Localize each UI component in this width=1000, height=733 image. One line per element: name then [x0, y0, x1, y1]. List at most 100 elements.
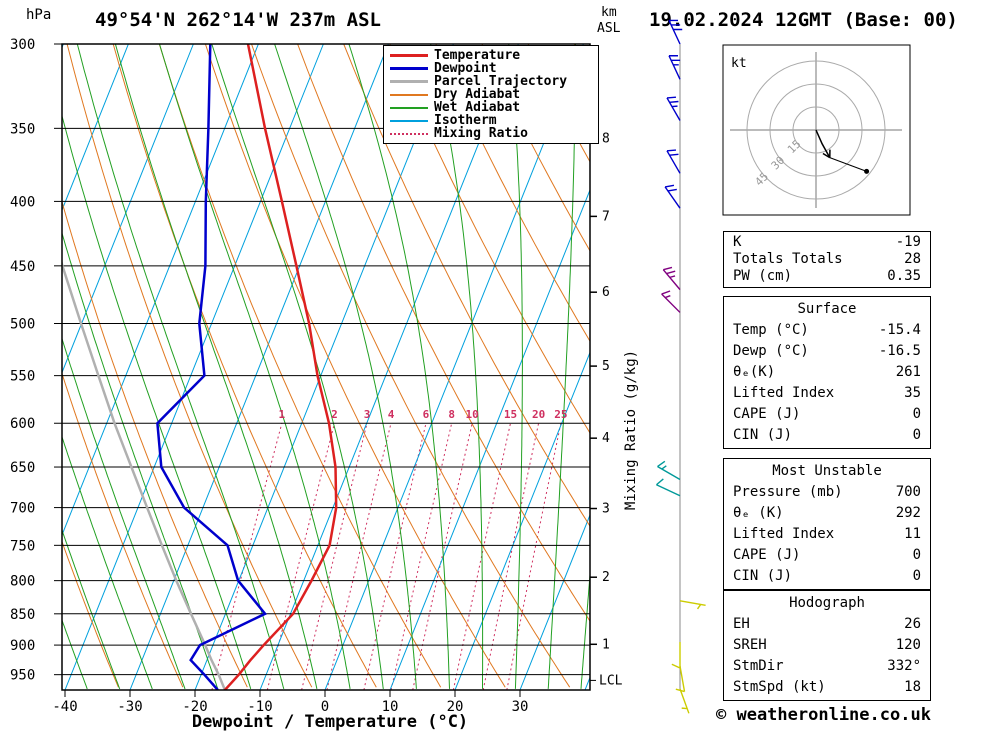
stat-label: SREH: [733, 637, 767, 653]
stat-row: θₑ(K) 261: [724, 362, 930, 383]
legend-item: Parcel Trajectory: [388, 75, 594, 88]
svg-text:2: 2: [602, 570, 610, 585]
km-axis-ticks: 1 2 3 4 5 6 7 8 LCL: [590, 131, 623, 688]
temperature-curve: [223, 44, 338, 690]
svg-text:kt: kt: [731, 56, 747, 71]
wet-adiabat-lines: [62, 44, 590, 690]
svg-text:1: 1: [279, 408, 286, 421]
svg-text:3: 3: [602, 502, 610, 517]
legend-line-sample: [390, 93, 428, 96]
svg-text:0: 0: [321, 699, 329, 715]
svg-text:10: 10: [466, 408, 479, 421]
parcel-trajectory-curve: [62, 259, 227, 690]
svg-text:30: 30: [512, 699, 529, 715]
temp-axis-ticks: -40 -30 -20 -10 0 10 20 30: [52, 690, 528, 715]
legend-line-sample: [390, 80, 428, 83]
stat-value: -16.5: [878, 343, 921, 359]
hodograph-stats-panel: Hodograph EH 26 SREH 120 StmDir 332° StmSpd (kt…: [723, 590, 931, 701]
svg-text:8: 8: [602, 131, 610, 146]
stat-value: 120: [895, 637, 921, 653]
indices-panel: K -19 Totals Totals 28 PW (cm) 0.35: [723, 231, 931, 288]
stat-label: θₑ(K): [733, 364, 776, 380]
copyright-link[interactable]: © weatheronline.co.uk: [716, 705, 931, 725]
stat-value: 11: [904, 526, 921, 542]
stat-label: K: [733, 234, 742, 250]
svg-text:4: 4: [388, 408, 395, 421]
legend-item: Mixing Ratio: [388, 127, 594, 140]
svg-text:450: 450: [10, 259, 35, 275]
stat-label: Totals Totals: [733, 251, 843, 267]
dewpoint-curve: [156, 44, 268, 690]
station-title: 49°54'N 262°14'W 237m ASL: [95, 9, 381, 31]
svg-text:-30: -30: [117, 699, 142, 715]
stat-row: Lifted Index 11: [724, 524, 930, 545]
stat-value: 0: [912, 547, 921, 563]
svg-text:2: 2: [331, 408, 338, 421]
stat-label: EH: [733, 616, 750, 632]
stat-row: Temp (°C) -15.4: [724, 320, 930, 341]
legend-label: Wet Adiabat: [434, 100, 521, 115]
stat-label: CAPE (J): [733, 406, 801, 422]
svg-text:4: 4: [602, 431, 610, 446]
svg-text:650: 650: [10, 460, 35, 476]
stat-value: -15.4: [878, 322, 921, 338]
background-lines: [62, 44, 590, 690]
svg-text:750: 750: [10, 538, 35, 554]
surface-panel: Surface Temp (°C) -15.4 Dewp (°C) -16.5 θₑ(K)…: [723, 296, 931, 449]
stat-value: 0: [912, 568, 921, 584]
svg-text:15: 15: [504, 408, 517, 421]
stat-row: EH 26: [724, 614, 930, 635]
stat-value: 332°: [887, 658, 921, 674]
stat-label: Lifted Index: [733, 526, 835, 542]
stat-value: 261: [895, 364, 921, 380]
svg-text:25: 25: [554, 408, 567, 421]
pressure-axis-unit: hPa: [26, 7, 52, 23]
legend-line-sample: [390, 106, 428, 109]
stat-label: StmDir: [733, 658, 784, 674]
stat-row: SREH 120: [724, 635, 930, 656]
svg-text:-10: -10: [247, 699, 272, 715]
x-axis-title: Dewpoint / Temperature (°C): [191, 712, 469, 732]
panel-title: Surface: [797, 301, 857, 317]
stat-value: 35: [904, 385, 921, 401]
mixing-ratio-labels: 1 2 3 4 6 8 10 15 20 25: [279, 408, 568, 421]
svg-text:350: 350: [10, 121, 35, 137]
svg-text:1: 1: [602, 637, 610, 652]
sounding-curves: [62, 44, 338, 690]
mixing-ratio-lines: [211, 423, 562, 690]
stat-row: Lifted Index 35: [724, 383, 930, 404]
legend-label: Temperature: [434, 48, 521, 63]
isotherm-lines: [62, 44, 590, 690]
svg-text:900: 900: [10, 638, 35, 654]
legend-item: Temperature: [388, 49, 594, 62]
svg-text:7: 7: [602, 209, 610, 224]
stat-value: 0: [912, 427, 921, 443]
stat-value: 28: [904, 251, 921, 267]
legend-label: Parcel Trajectory: [434, 74, 568, 89]
stat-label: CAPE (J): [733, 547, 801, 563]
stat-row: Dewp (°C) -16.5: [724, 341, 930, 362]
svg-text:800: 800: [10, 574, 35, 590]
most-unstable-panel: Most Unstable Pressure (mb) 700 θₑ (K) 292 Li…: [723, 458, 931, 590]
svg-text:5: 5: [602, 359, 610, 374]
stat-row: StmSpd (kt) 18: [724, 677, 930, 698]
legend-line-sample: [390, 132, 428, 135]
stat-label: θₑ (K): [733, 505, 784, 521]
datetime-title: 19.02.2024 12GMT (Base: 00): [649, 9, 958, 31]
stat-row: θₑ (K) 292: [724, 503, 930, 524]
svg-text:700: 700: [10, 501, 35, 517]
stat-label: Pressure (mb): [733, 484, 843, 500]
svg-text:3: 3: [364, 408, 371, 421]
legend-item: Dry Adiabat: [388, 88, 594, 101]
stat-row: Totals Totals 28: [724, 251, 930, 268]
svg-text:8: 8: [448, 408, 455, 421]
dry-adiabat-lines: [62, 44, 590, 688]
stat-value: 26: [904, 616, 921, 632]
km-axis-unit: km: [601, 5, 617, 20]
legend-item: Isotherm: [388, 114, 594, 127]
svg-text:6: 6: [423, 408, 430, 421]
legend-item: Dewpoint: [388, 62, 594, 75]
stat-label: CIN (J): [733, 568, 793, 584]
